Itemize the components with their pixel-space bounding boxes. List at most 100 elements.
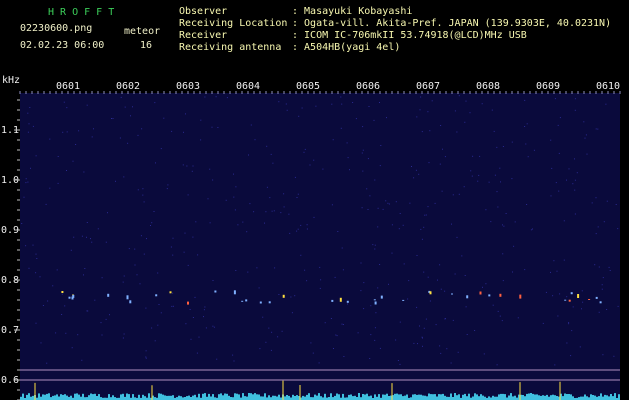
- noise-band: [40, 396, 42, 400]
- noise: [189, 309, 191, 310]
- noise-band: [388, 396, 390, 400]
- noise-band: [350, 394, 352, 400]
- noise: [581, 308, 582, 310]
- noise: [501, 320, 503, 322]
- noise: [213, 326, 215, 328]
- noise-band: [154, 397, 156, 400]
- noise-band: [338, 394, 340, 400]
- noise-band: [618, 394, 620, 400]
- noise: [270, 349, 272, 351]
- noise-band: [60, 394, 62, 400]
- noise: [109, 314, 110, 316]
- noise-band: [210, 396, 212, 400]
- noise-band: [64, 394, 66, 400]
- noise: [361, 207, 363, 209]
- noise-band: [212, 394, 214, 400]
- noise-band: [400, 394, 402, 400]
- noise-band: [536, 394, 538, 400]
- noise: [458, 193, 460, 195]
- noise-band: [392, 395, 394, 400]
- noise-band: [134, 397, 136, 400]
- noise: [204, 96, 206, 98]
- noise: [185, 113, 186, 115]
- noise-band: [188, 395, 190, 400]
- noise: [157, 324, 159, 326]
- noise: [524, 269, 526, 271]
- noise-band: [260, 396, 262, 400]
- noise: [477, 180, 479, 182]
- noise: [550, 195, 552, 197]
- noise: [25, 178, 27, 180]
- noise: [97, 228, 99, 230]
- noise-band: [454, 393, 456, 400]
- noise-band: [566, 394, 568, 400]
- noise-band: [94, 393, 96, 400]
- noise: [278, 101, 280, 103]
- noise: [62, 131, 64, 133]
- noise: [374, 327, 376, 329]
- noise-band: [46, 393, 48, 400]
- noise: [335, 334, 337, 336]
- noise-band: [470, 397, 472, 400]
- noise: [385, 200, 387, 202]
- noise: [101, 277, 103, 279]
- noise-band: [542, 395, 544, 400]
- noise: [402, 224, 404, 226]
- noise-band: [100, 397, 102, 400]
- noise: [416, 306, 418, 308]
- meteor-echo: [214, 290, 217, 293]
- noise: [296, 230, 298, 232]
- noise: [71, 347, 73, 349]
- noise: [595, 233, 597, 235]
- noise-band: [362, 394, 364, 400]
- noise: [563, 220, 565, 222]
- noise-band: [286, 395, 288, 400]
- noise: [377, 226, 379, 228]
- noise-band: [268, 395, 270, 400]
- noise-band: [192, 395, 194, 400]
- noise-band: [524, 396, 526, 400]
- noise: [142, 194, 144, 196]
- noise: [309, 164, 311, 166]
- noise: [154, 340, 156, 342]
- noise-band: [120, 394, 122, 400]
- noise: [259, 348, 261, 350]
- noise: [545, 291, 547, 293]
- noise-band: [330, 393, 332, 400]
- noise-band: [494, 396, 496, 400]
- noise: [572, 306, 574, 308]
- noise: [342, 324, 344, 325]
- noise: [524, 126, 526, 127]
- noise-band: [346, 397, 348, 400]
- noise: [341, 247, 343, 249]
- noise: [146, 238, 147, 240]
- noise-band: [308, 393, 310, 400]
- noise-band: [534, 394, 536, 400]
- meteor-count: 16: [140, 40, 152, 51]
- noise: [585, 134, 587, 136]
- noise-band: [74, 393, 76, 400]
- noise-band: [606, 395, 608, 400]
- noise: [420, 228, 422, 230]
- freq-label: 0.9: [1, 225, 19, 236]
- noise-band: [90, 393, 92, 400]
- noise: [360, 262, 362, 264]
- noise: [514, 221, 516, 223]
- noise: [374, 244, 376, 246]
- noise: [331, 204, 333, 206]
- noise: [27, 112, 29, 114]
- noise-band: [476, 394, 478, 400]
- noise: [225, 199, 227, 201]
- noise-band: [412, 394, 414, 400]
- noise: [340, 96, 342, 98]
- noise: [313, 159, 315, 161]
- noise-band: [170, 395, 172, 400]
- meteor-echo: [241, 300, 244, 302]
- noise: [341, 323, 343, 325]
- noise: [341, 103, 343, 105]
- noise-band: [298, 396, 300, 400]
- noise: [319, 266, 321, 268]
- noise-band: [264, 393, 266, 400]
- noise: [166, 188, 168, 190]
- noise-band: [262, 396, 264, 400]
